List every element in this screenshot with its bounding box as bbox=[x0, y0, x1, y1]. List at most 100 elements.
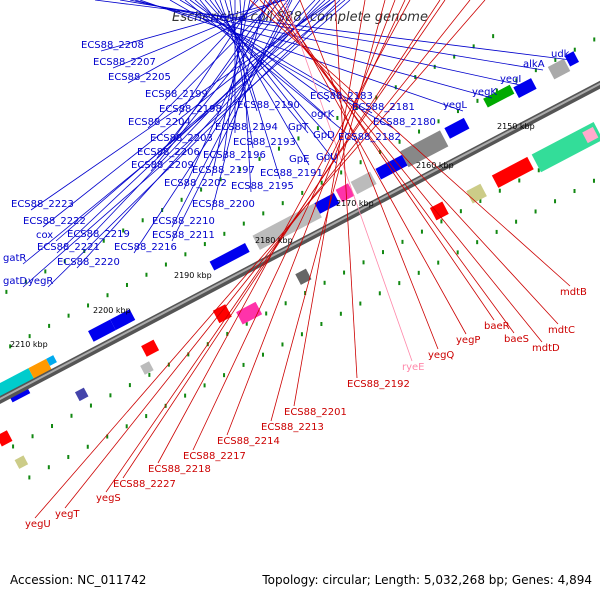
leader-line bbox=[209, 0, 337, 164]
tick-mark bbox=[141, 218, 144, 223]
gene-label-udk: udk bbox=[551, 49, 570, 60]
gene-label-ECS88_2206: ECS88_2206 bbox=[137, 147, 200, 158]
gene-label-ECS88_2204: ECS88_2204 bbox=[128, 117, 191, 128]
gene-label-ECS88_2200: ECS88_2200 bbox=[192, 199, 255, 210]
tick-mark bbox=[437, 119, 440, 124]
gene-feature bbox=[88, 319, 116, 342]
gene-label-cox: cox bbox=[36, 230, 53, 241]
leader-line bbox=[334, 0, 358, 379]
leader-line bbox=[34, 0, 486, 519]
leader-line bbox=[22, 0, 346, 265]
gene-label-ECS88_2223: ECS88_2223 bbox=[11, 199, 74, 210]
tick-mark bbox=[593, 37, 596, 42]
tick-mark bbox=[184, 252, 187, 257]
tick-mark bbox=[537, 168, 540, 173]
tick-mark bbox=[433, 64, 436, 69]
tick-mark bbox=[300, 332, 303, 337]
tick-mark bbox=[70, 413, 73, 418]
leader-line bbox=[269, 0, 515, 334]
tick-mark bbox=[420, 229, 423, 234]
tick-mark bbox=[31, 434, 34, 439]
leader-line bbox=[222, 0, 246, 162]
tick-mark bbox=[109, 393, 112, 398]
gene-label-ECS88_2192: ECS88_2192 bbox=[347, 379, 410, 390]
gene-feature bbox=[564, 51, 579, 67]
tick-mark bbox=[281, 342, 284, 347]
gene-feature bbox=[375, 154, 408, 180]
tick-mark bbox=[63, 259, 66, 264]
leader-line bbox=[147, 0, 276, 129]
gene-feature bbox=[0, 368, 35, 399]
leader-line bbox=[30, 0, 336, 211]
tick-mark bbox=[495, 88, 498, 93]
tick-mark bbox=[417, 270, 420, 275]
gene-feature bbox=[547, 58, 571, 80]
gene-feature bbox=[429, 201, 449, 221]
gene-feature bbox=[252, 203, 322, 250]
tick-mark bbox=[398, 139, 401, 144]
backbone-highlight bbox=[0, 82, 600, 401]
scale-label: 2160 kbp bbox=[416, 161, 454, 170]
gene-feature bbox=[14, 455, 29, 469]
leader-line bbox=[112, 0, 283, 69]
gene-feature bbox=[209, 243, 250, 271]
tick-mark bbox=[592, 178, 595, 183]
gene-label-ECS88_2203: ECS88_2203 bbox=[150, 133, 213, 144]
tick-mark bbox=[398, 281, 401, 286]
tick-mark bbox=[48, 323, 51, 328]
tick-mark bbox=[375, 95, 378, 100]
tick-mark bbox=[28, 475, 31, 480]
tick-mark bbox=[47, 465, 50, 470]
scale-label: 2180 kbp bbox=[255, 236, 293, 245]
gene-label-ogrK: ogrK bbox=[311, 109, 335, 120]
tick-mark bbox=[284, 301, 287, 306]
tick-mark bbox=[9, 344, 12, 349]
leader-line bbox=[122, 0, 441, 479]
tick-mark bbox=[67, 313, 70, 318]
gene-feature bbox=[466, 183, 487, 204]
gene-label-GpT: GpT bbox=[288, 122, 309, 133]
leader-line bbox=[171, 0, 293, 242]
tick-mark bbox=[476, 240, 479, 245]
tick-mark bbox=[219, 177, 222, 182]
tick-mark bbox=[67, 454, 70, 459]
label-layer: udkalkAyegIyegKyegLECS88_2180ECS88_2181E… bbox=[3, 40, 587, 530]
tick-mark bbox=[242, 221, 245, 226]
tick-mark bbox=[277, 146, 280, 151]
gene-label-yegP: yegP bbox=[456, 335, 480, 346]
tick-mark bbox=[418, 129, 421, 134]
leader-line bbox=[293, 0, 366, 407]
gene-feature bbox=[295, 268, 312, 285]
tick-mark bbox=[167, 362, 170, 367]
tick-mark bbox=[203, 242, 206, 247]
tick-mark bbox=[534, 209, 537, 214]
leader-line bbox=[100, 0, 286, 52]
leader-line bbox=[214, 0, 310, 166]
tick-mark bbox=[128, 383, 131, 388]
leader-line bbox=[299, 0, 439, 350]
gene-label-ECS88_2195: ECS88_2195 bbox=[231, 181, 294, 192]
tick-mark bbox=[401, 239, 404, 244]
leader-line bbox=[284, 0, 413, 362]
tick-mark bbox=[343, 270, 346, 275]
gene-label-GpE: GpE bbox=[289, 154, 309, 165]
tick-mark bbox=[281, 201, 284, 206]
leader-line bbox=[127, 0, 279, 84]
leader-line bbox=[42, 0, 331, 228]
leader-line bbox=[119, 0, 544, 71]
tick-mark bbox=[456, 250, 459, 255]
leader-line bbox=[64, 0, 471, 509]
gene-label-ECS88_2227: ECS88_2227 bbox=[113, 479, 176, 490]
gene-feature bbox=[531, 121, 600, 173]
gene-label-ECS88_2220: ECS88_2220 bbox=[57, 257, 120, 268]
gene-label-ECS88_2194: ECS88_2194 bbox=[215, 122, 278, 133]
tick-mark bbox=[573, 47, 576, 52]
scale-layer: 2150 kbp 2160 kbp 2170 kbp 2180 kbp 2190 kbp… bbox=[10, 122, 535, 349]
leader-line bbox=[55, 0, 336, 242]
tick-mark bbox=[359, 160, 362, 165]
tick-mark bbox=[394, 85, 397, 90]
gene-label-ECS88_2221: ECS88_2221 bbox=[37, 242, 100, 253]
gene-feature bbox=[212, 304, 232, 324]
gene-label-ECS88_2207: ECS88_2207 bbox=[93, 57, 156, 68]
tick-mark bbox=[378, 291, 381, 296]
